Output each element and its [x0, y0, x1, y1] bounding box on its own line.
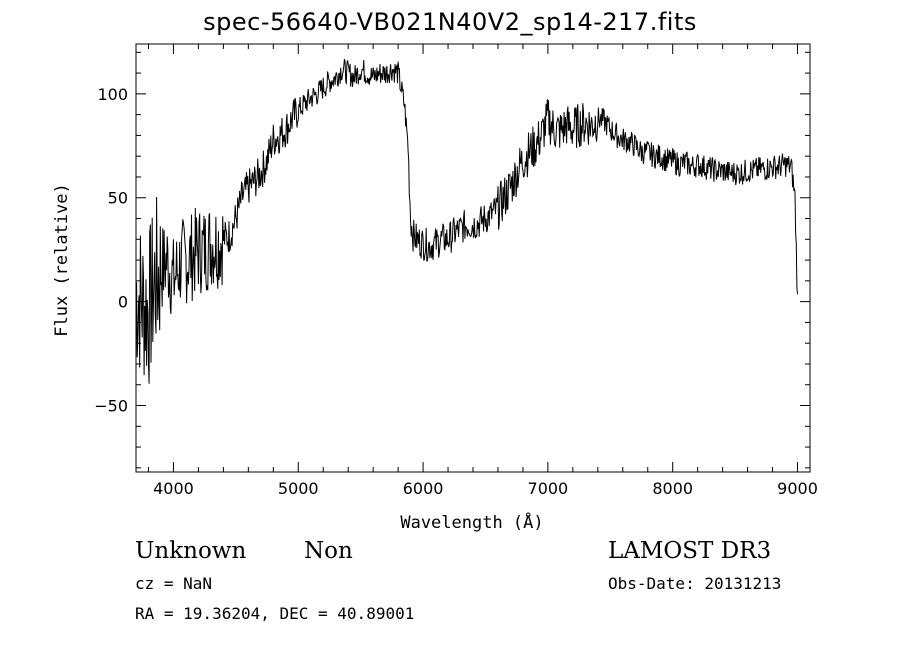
coordinates-readout: RA = 19.36204, DEC = 40.89001	[135, 604, 415, 623]
redshift-readout: cz = NaN	[135, 574, 213, 593]
x-tick-label: 6000	[403, 479, 444, 498]
x-tick-label: 7000	[528, 479, 569, 498]
spectrum-line	[135, 58, 798, 384]
x-tick-label: 4000	[153, 479, 194, 498]
object-subclass: Non	[304, 538, 353, 564]
x-tick-label: 9000	[777, 479, 818, 498]
y-tick-label: 100	[97, 85, 128, 104]
y-tick-label: −50	[94, 397, 128, 416]
y-axis-label: Flux (relative)	[52, 183, 72, 337]
survey-name: LAMOST DR3	[608, 538, 772, 564]
y-tick-label: 50	[108, 189, 128, 208]
axis-ticks	[136, 44, 810, 472]
x-tick-label: 8000	[652, 479, 693, 498]
y-tick-label: 0	[118, 293, 128, 312]
plot-title: spec-56640-VB021N40V2_sp14-217.fits	[203, 8, 697, 36]
x-tick-label: 5000	[278, 479, 319, 498]
x-axis-label: Wavelength (Å)	[400, 511, 543, 533]
object-class: Unknown	[135, 538, 247, 564]
obs-date: Obs-Date: 20131213	[608, 574, 782, 593]
plot-frame	[135, 43, 811, 473]
tick-labels: 4000 5000 6000 7000 8000 9000 −50 0 50 100	[94, 85, 818, 498]
